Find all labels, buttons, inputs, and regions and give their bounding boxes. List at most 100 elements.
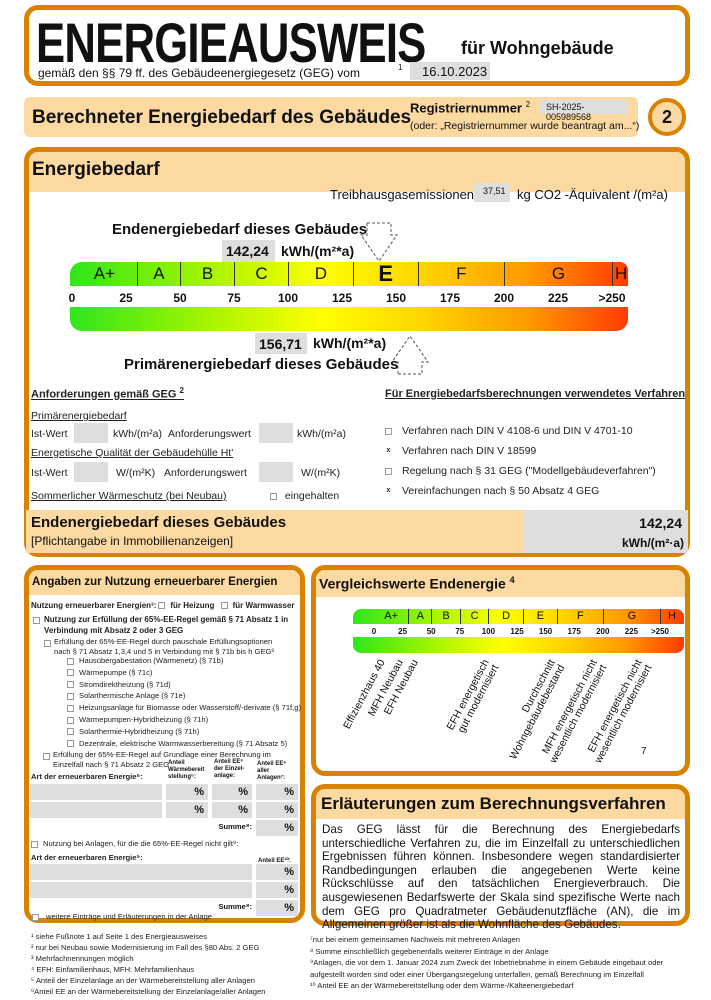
checkbox-icon[interactable] <box>67 669 74 677</box>
checkbox-icon[interactable] <box>385 467 392 475</box>
checkbox-icon[interactable] <box>67 681 74 689</box>
checkbox-icon[interactable] <box>67 704 74 712</box>
comparison-tick-label: 0 <box>371 627 377 636</box>
comparison-tick-label: 125 <box>510 627 524 636</box>
comparison-tick-label: 200 <box>596 627 610 636</box>
flat-options-checkbox[interactable] <box>44 640 51 647</box>
percent-field[interactable]: % <box>166 802 208 818</box>
col2-l1: Anteil EE⁶ <box>214 759 244 765</box>
energy-type-field[interactable] <box>30 864 252 880</box>
energy-type-field[interactable] <box>30 784 162 800</box>
percent-field[interactable]: % <box>256 802 298 818</box>
envelope-quality-label: Energetische Qualität der Gebäudehülle H… <box>31 447 234 459</box>
more-entries-checkbox[interactable] <box>32 913 39 921</box>
procedure-item[interactable]: Verfahren nach DIN V 4108-6 und DIN V 47… <box>385 425 633 437</box>
primary-requirement-unit: kWh/(m²a) <box>297 428 346 440</box>
comparison-title-text: Vergleichswerte Endenergie <box>319 575 506 592</box>
checked-checkbox-icon[interactable]: x <box>385 446 392 455</box>
renewable-option[interactable]: Solarthermische Anlage (§ 71e) <box>67 691 185 700</box>
comparison-class-F: F <box>557 609 603 624</box>
other-usage-checkbox[interactable] <box>31 840 38 848</box>
percent-field[interactable]: % <box>166 784 208 800</box>
procedure-item[interactable]: x Vereinfachungen nach § 50 Absatz 4 GEG <box>385 485 599 497</box>
hot-water-checkbox[interactable] <box>220 602 228 610</box>
scale-tick-label: 225 <box>547 291 569 305</box>
primary-requirement-field[interactable] <box>259 423 293 443</box>
explanation-text: Das GEG lässt für die Berechnung des Ene… <box>322 823 680 932</box>
rule65-checkbox[interactable] <box>33 617 40 624</box>
section-title: Berechneter Energiebedarf des Gebäudes <box>32 107 412 128</box>
envelope-requirement-field[interactable] <box>259 462 293 482</box>
footnote: ⁹Anlagen, die vor dem 1. Januar 2024 zum… <box>310 958 664 967</box>
renewable-option[interactable]: Wärmepumpe (§ 71c) <box>67 668 152 677</box>
energy-class-C: C <box>234 262 288 286</box>
col1-l2: Wärmebereit <box>168 767 205 773</box>
comparison-class-B: B <box>431 609 460 624</box>
sum-field[interactable]: % <box>256 820 298 836</box>
renewable-option[interactable]: Wärmepumpen-Hybridheizung (§ 71h) <box>67 715 208 724</box>
percent-field[interactable]: % <box>256 882 298 898</box>
flat-line1: Erfüllung der 65%-EE-Regel durch pauscha… <box>54 637 273 646</box>
renewable-option[interactable]: Stromdirektheizung (§ 71d) <box>67 680 171 689</box>
explanation-title: Erläuterungen zum Berechnungsverfahren <box>321 794 666 813</box>
energy-class-G: G <box>504 262 612 286</box>
envelope-actual-field[interactable] <box>74 462 108 482</box>
procedure-item[interactable]: Regelung nach § 31 GEG ("Modellgebäudeve… <box>385 465 656 477</box>
percent-field[interactable]: % <box>256 864 298 880</box>
procedure-label: Verfahren nach DIN V 4108-6 und DIN V 47… <box>402 425 633 437</box>
checkbox-icon[interactable] <box>385 427 392 435</box>
sum-field[interactable]: % <box>256 900 298 916</box>
energy-demand-title: Energiebedarf <box>32 159 160 180</box>
percent-field[interactable]: % <box>212 802 252 818</box>
energy-type-field[interactable] <box>30 882 252 898</box>
other-usage: Nutzung bei Anlagen, für die die 65%-EE-… <box>31 839 238 848</box>
checkbox-icon <box>270 492 277 500</box>
procedure-item[interactable]: x Verfahren nach DIN V 18599 <box>385 445 536 457</box>
option-label: Heizungsanlage für Biomasse oder Wassers… <box>79 703 302 713</box>
primary-actual-field[interactable] <box>74 423 108 443</box>
col1-l3: stellung⁵: <box>168 774 196 780</box>
option-label: Solarthermie-Hybridheizung (§ 71h) <box>79 726 200 736</box>
class-label: F <box>456 264 467 283</box>
checkbox-icon[interactable] <box>67 728 74 736</box>
checkbox-icon[interactable] <box>67 740 74 748</box>
footnote: ¹⁰ Anteil EE an der Wärmebereitstellung … <box>310 981 574 990</box>
heating-checkbox[interactable] <box>158 602 166 610</box>
flat-line2: nach § 71 Absatz 1,3,4 und 5 in Verbindu… <box>54 647 274 656</box>
summary-title: Endenergiebedarf dieses Gebäudes <box>31 514 287 531</box>
renewable-title: Angaben zur Nutzung erneuerbarer Energie… <box>32 576 278 588</box>
comparison-class-bar: A+ A B C D E F G H <box>353 609 684 624</box>
checkbox-icon[interactable] <box>67 657 74 665</box>
renewable-option[interactable]: Hausübergabestation (Wärmenetz) (§ 71b) <box>67 656 223 665</box>
renewable-usage: Nutzung erneuerbarer Energien³: für Heizu… <box>31 601 295 610</box>
requirements-title: Anforderungen gemäß GEG 2 <box>31 386 184 401</box>
checkbox-icon[interactable] <box>67 716 74 724</box>
checked-checkbox-icon[interactable]: x <box>385 486 392 495</box>
footnote: ⁷nur bei einem gemeinsamen Nachweis mit … <box>310 935 520 944</box>
ghg-label: Treibhausgasemissionen <box>330 187 475 202</box>
energy-class-F: F <box>417 262 504 286</box>
registration-sup: 2 <box>525 100 531 109</box>
percent-field[interactable]: % <box>256 784 298 800</box>
summary-unit: kWh/(m²·a) <box>622 536 684 550</box>
energy-demand-box <box>24 147 690 557</box>
footnote: aufgestellt worden sind oder einer Überg… <box>310 969 644 979</box>
ghg-value: 37,51 <box>474 183 510 202</box>
renewable-option[interactable]: Solarthermie-Hybridheizung (§ 71h) <box>67 727 199 736</box>
summary-value: 142,24 <box>639 515 682 531</box>
energy-class-B: B <box>180 262 234 286</box>
other-usage-label: Nutzung bei Anlagen, für die die 65%-EE-… <box>43 839 239 848</box>
rule65-text: Nutzung zur Erfüllung der 65%-EE-Regel g… <box>44 614 288 636</box>
option-label: Solarthermische Anlage (§ 71e) <box>79 691 186 701</box>
summer-protection-checkbox[interactable]: eingehalten <box>270 490 339 502</box>
more-entries: weitere Einträge und Erläuterungen in de… <box>32 912 212 921</box>
renewable-option[interactable]: Heizungsanlage für Biomasse oder Wassers… <box>67 703 301 712</box>
percent-field[interactable]: % <box>212 784 252 800</box>
renewable-option[interactable]: Dezentrale, elektrische Warmwasserbereit… <box>67 739 287 748</box>
checkbox-icon[interactable] <box>67 692 74 700</box>
comparison-page-marker: 7 <box>641 746 647 757</box>
calculation-checkbox[interactable] <box>43 753 50 760</box>
energy-type-field[interactable] <box>30 802 162 818</box>
option-label: Dezentrale, elektrische Warmwasserbereit… <box>79 738 288 748</box>
calc-line1: Erfüllung der 65%-EE-Regel auf Grundlage… <box>53 750 271 759</box>
